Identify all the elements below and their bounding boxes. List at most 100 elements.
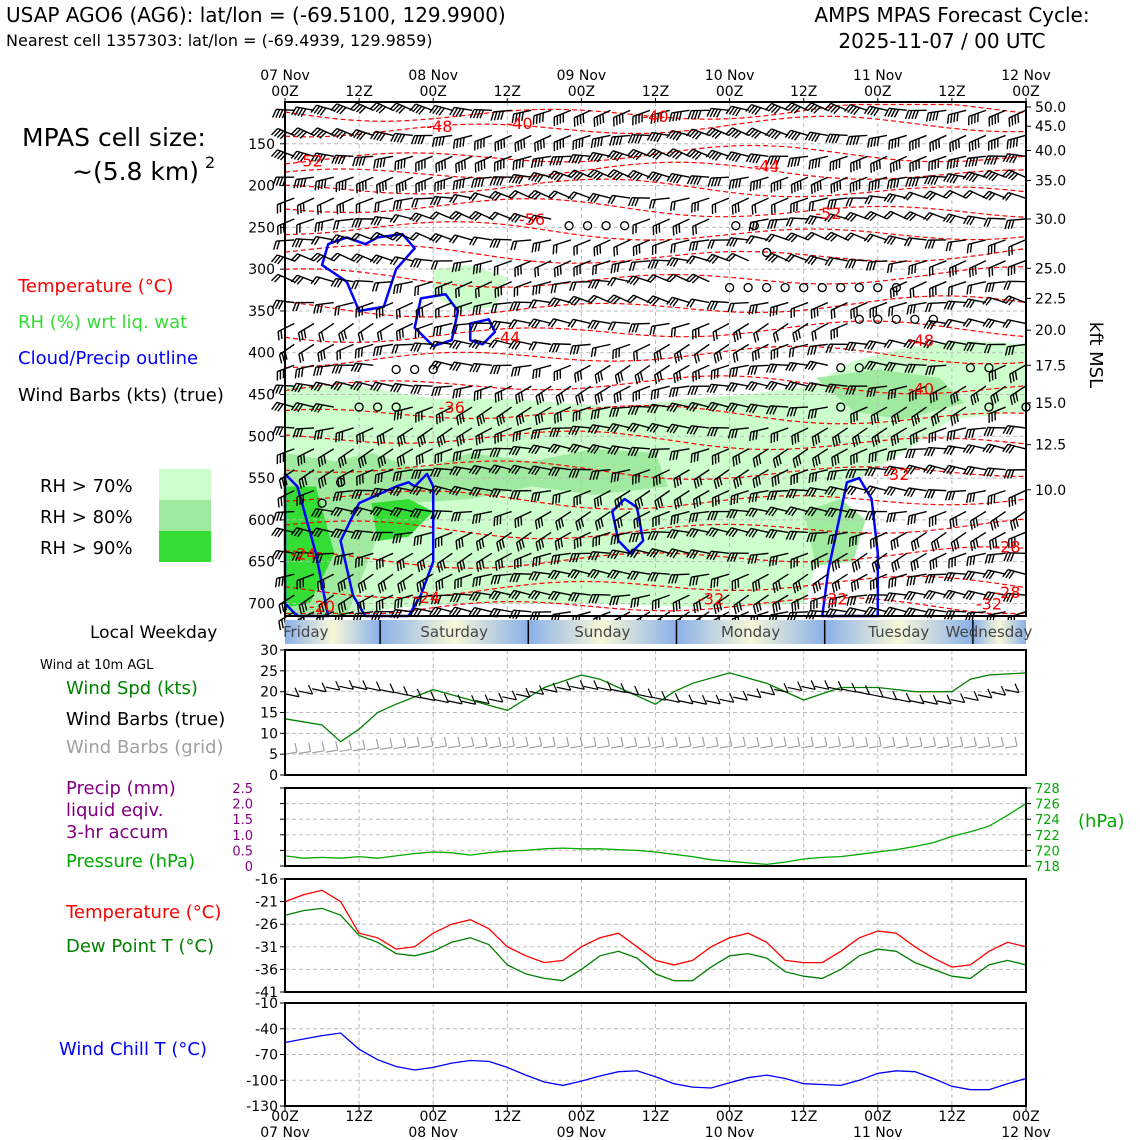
wind-barb (532, 552, 552, 568)
wind-barb (962, 298, 986, 309)
wind-barb (830, 301, 848, 320)
wind-barb-grid (665, 736, 678, 749)
wind-barb (850, 301, 868, 319)
calm-wind-marker (836, 282, 846, 293)
wind-barb (592, 531, 611, 548)
wind-barb (290, 150, 315, 162)
wind-barb (590, 406, 611, 420)
legend-wind-barbs-true: Wind Barbs (true) (66, 709, 225, 730)
panel-tick-label: -70 (255, 1048, 278, 1064)
top-hour-label: 00Z (1012, 84, 1039, 100)
cell-size-value: ~(5.8 km) (72, 157, 199, 186)
wind-barb (923, 446, 947, 457)
wind-barb (790, 301, 809, 319)
wind-barb (706, 550, 730, 561)
wind-barb (627, 134, 650, 144)
wind-barb (673, 490, 690, 510)
wind-barb (510, 364, 532, 377)
panel-tick-label: -36 (255, 962, 278, 978)
wind-barb (707, 239, 729, 249)
wind-barb (508, 609, 532, 620)
wind-barbs (270, 102, 1031, 632)
top-hour-label: 00Z (419, 84, 446, 100)
wind-barb-grid (583, 736, 597, 749)
wind-barb (587, 279, 611, 289)
pressure-tick-label: 718 (1035, 860, 1060, 875)
wind-barb (845, 259, 868, 269)
wind-barb (449, 106, 473, 118)
legend-wind: Wind Barbs (kts) (true) (18, 385, 224, 406)
wind-barb (765, 405, 789, 415)
top-hour-label: 12Z (642, 84, 669, 100)
wind-barb-true (461, 694, 477, 705)
wind-barb (905, 448, 927, 459)
wind-barb (394, 594, 414, 610)
wind-barb (514, 134, 532, 153)
wind-barb (650, 385, 670, 400)
wind-barb (1009, 364, 1026, 384)
pressure-tick-label: 500 (248, 429, 275, 445)
wind-barb (962, 590, 987, 601)
wind-barb (429, 232, 453, 244)
wind-barb (409, 508, 433, 519)
wind-barb (1009, 385, 1026, 406)
temperature-contour (284, 161, 1026, 180)
wind-barb-grid (352, 739, 366, 752)
wind-barb (472, 260, 493, 275)
height-tick-label: 20.0 (1035, 323, 1066, 339)
height-tick-label: 10.0 (1035, 483, 1066, 499)
wind-barb (909, 134, 927, 151)
wind-barb (587, 294, 611, 304)
wind-barb (989, 531, 1006, 550)
wind-barb (632, 109, 651, 126)
wind-barb (825, 133, 848, 144)
wind-barb (369, 130, 394, 142)
wind-barb (632, 218, 651, 235)
wind-barb (573, 489, 591, 507)
wind-barb (811, 448, 829, 468)
wind-barb (745, 103, 769, 116)
wind-barb (413, 531, 433, 546)
wind-barb (670, 510, 690, 526)
wind-barb-true (366, 681, 382, 692)
temperature-label: -40 (642, 107, 668, 126)
wind-barb (567, 318, 591, 328)
wind-barb (1003, 469, 1026, 479)
wind-barb-true (339, 680, 354, 690)
wind-barb (449, 361, 473, 372)
wind-barb (826, 197, 848, 210)
wind-barb-grid (366, 738, 380, 751)
panel-tick-label: -130 (246, 1099, 278, 1115)
wind-barb (748, 301, 769, 315)
wind-barb (903, 590, 927, 601)
wind-barb (705, 149, 730, 161)
wind-barb (930, 406, 947, 427)
wind-barb (550, 552, 572, 565)
temperature-label: -28 (994, 583, 1020, 602)
wind-barb (928, 510, 947, 528)
wind-barb (392, 197, 413, 211)
wind-barb (312, 364, 334, 377)
wind-barb (470, 448, 492, 460)
panel-tick-label: 5 (269, 747, 278, 763)
wind-barb (883, 465, 907, 476)
panel-tick-label: -16 (255, 872, 278, 888)
wind-barb-grid (312, 741, 325, 754)
wind-barb (291, 551, 315, 562)
wind-barb (850, 155, 868, 173)
precip-tick-label: 2.0 (232, 798, 253, 813)
wind-barb (434, 531, 453, 548)
temperature-label: -20 (309, 597, 335, 616)
wind-barb (670, 239, 690, 254)
wind-barb (449, 193, 473, 204)
wind-barb (863, 211, 888, 222)
temperature-label: -32 (883, 465, 909, 484)
wind-barb (495, 552, 512, 571)
wind-barb-true (801, 680, 816, 690)
wind-barb (292, 427, 315, 438)
wind-barb (488, 211, 512, 221)
wind-barb (593, 490, 611, 509)
precip-tick-label: 2.5 (232, 782, 253, 797)
wind-barb (752, 573, 769, 592)
bottom-hour-label: 12Z (345, 1109, 372, 1125)
